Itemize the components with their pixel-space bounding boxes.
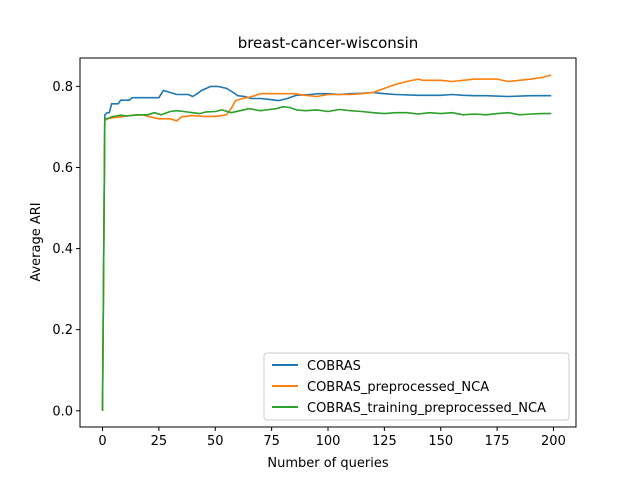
y-tick-label: 0.6 <box>52 161 73 176</box>
y-tick-label: 0.2 <box>52 323 73 338</box>
y-axis: 0.0 0.2 0.4 0.6 0.8 <box>52 80 80 419</box>
chart-title: breast-cancer-wisconsin <box>238 34 419 52</box>
y-axis-title: Average ARI <box>29 202 44 281</box>
x-axis-title: Number of queries <box>267 456 388 471</box>
x-tick-label: 75 <box>263 434 280 449</box>
x-tick-label: 100 <box>316 434 341 449</box>
legend-label-0: COBRAS <box>307 359 361 374</box>
x-tick-label: 25 <box>151 434 168 449</box>
x-tick-label: 175 <box>485 434 510 449</box>
legend-label-2: COBRAS_training_preprocessed_NCA <box>307 401 546 416</box>
x-tick-label: 125 <box>372 434 397 449</box>
y-tick-label: 0.8 <box>52 80 73 95</box>
legend: COBRAS COBRAS_preprocessed_NCA COBRAS_trai… <box>263 352 570 421</box>
series-line-2 <box>101 105 552 411</box>
x-tick-label: 200 <box>541 434 566 449</box>
y-tick-label: 0.4 <box>52 242 73 257</box>
legend-box <box>263 352 570 421</box>
x-tick-label: 150 <box>428 434 453 449</box>
series-line-1 <box>101 74 552 411</box>
plot-lines <box>101 74 552 411</box>
x-axis: 0 25 50 75 100 125 150 175 200 <box>98 427 566 449</box>
x-tick-label: 50 <box>207 434 224 449</box>
legend-label-1: COBRAS_preprocessed_NCA <box>307 380 489 395</box>
x-tick-label: 0 <box>98 434 106 449</box>
y-tick-label: 0.0 <box>52 404 73 419</box>
